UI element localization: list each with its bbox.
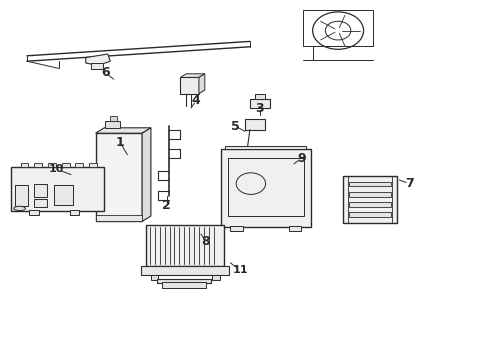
Text: 11: 11 [232, 265, 248, 275]
Text: 8: 8 [201, 235, 210, 248]
Polygon shape [199, 74, 205, 94]
Polygon shape [96, 133, 142, 221]
Bar [96, 215, 142, 221]
Bar [250, 99, 270, 108]
Text: 7: 7 [405, 177, 414, 190]
Bar [245, 119, 265, 130]
Polygon shape [142, 128, 151, 221]
Bar [146, 225, 224, 266]
Bar [62, 163, 70, 167]
Text: 9: 9 [297, 152, 306, 165]
Text: 5: 5 [231, 120, 240, 132]
Bar [162, 282, 206, 288]
Bar [220, 149, 311, 227]
Bar [105, 121, 120, 128]
Text: 1: 1 [116, 136, 124, 149]
Bar [343, 176, 397, 223]
Text: 3: 3 [255, 102, 264, 114]
Bar [141, 266, 229, 275]
Bar [34, 163, 42, 167]
Bar [54, 185, 73, 205]
Polygon shape [243, 149, 252, 158]
Bar [15, 185, 28, 206]
Polygon shape [180, 74, 205, 77]
Bar [349, 212, 391, 217]
Bar [225, 146, 306, 149]
Bar [255, 94, 265, 99]
Text: 6: 6 [101, 66, 110, 79]
Bar [70, 210, 79, 215]
Bar [157, 279, 211, 283]
Text: 2: 2 [162, 199, 171, 212]
Bar [75, 163, 83, 167]
Bar [349, 192, 391, 197]
Bar [349, 182, 391, 186]
Bar [180, 77, 199, 94]
Bar [289, 226, 301, 231]
Bar [151, 275, 158, 280]
Bar [349, 202, 391, 207]
Polygon shape [96, 128, 151, 133]
Bar [21, 163, 28, 167]
Bar [228, 158, 304, 216]
Polygon shape [86, 54, 110, 66]
Bar [212, 275, 220, 280]
Text: 10: 10 [49, 164, 64, 174]
Text: 4: 4 [192, 94, 200, 107]
Ellipse shape [14, 206, 25, 211]
Bar [230, 226, 243, 231]
Bar [11, 167, 104, 211]
Bar [48, 163, 56, 167]
Bar [29, 210, 39, 215]
Bar [91, 63, 103, 69]
Bar [34, 199, 47, 207]
Bar [89, 163, 97, 167]
Bar [110, 116, 117, 121]
Bar [34, 184, 47, 197]
